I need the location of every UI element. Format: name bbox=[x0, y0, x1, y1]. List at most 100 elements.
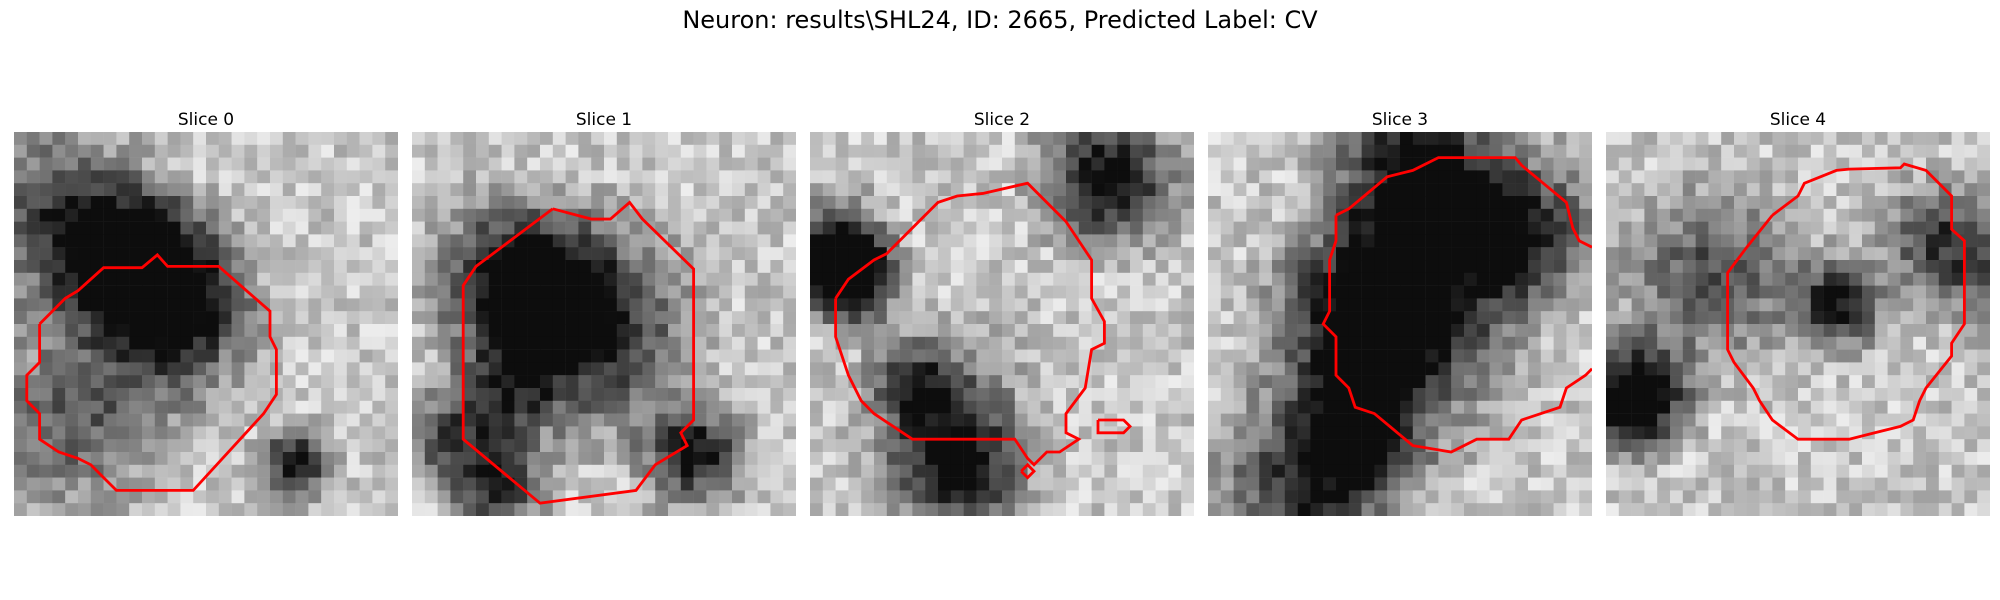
image-pixel bbox=[822, 196, 836, 210]
image-pixel bbox=[719, 490, 733, 504]
image-pixel bbox=[1566, 464, 1580, 478]
image-pixel bbox=[629, 349, 643, 363]
image-pixel bbox=[488, 272, 502, 286]
image-pixel bbox=[52, 132, 66, 146]
image-pixel bbox=[1528, 490, 1542, 504]
image-pixel bbox=[1951, 144, 1965, 158]
image-pixel bbox=[424, 247, 438, 261]
image-pixel bbox=[103, 221, 117, 235]
image-pixel bbox=[1606, 452, 1620, 466]
image-pixel bbox=[1746, 144, 1760, 158]
image-pixel bbox=[1464, 490, 1478, 504]
image-pixel bbox=[1734, 452, 1748, 466]
image-pixel bbox=[1708, 285, 1722, 299]
image-pixel bbox=[282, 311, 296, 325]
image-pixel bbox=[668, 272, 682, 286]
image-pixel bbox=[1618, 132, 1632, 146]
image-pixel bbox=[1168, 503, 1182, 516]
image-pixel bbox=[218, 490, 232, 504]
image-pixel bbox=[540, 349, 554, 363]
image-pixel bbox=[1900, 311, 1914, 325]
image-pixel bbox=[1708, 183, 1722, 197]
image-pixel bbox=[1091, 285, 1105, 299]
image-pixel bbox=[565, 388, 579, 402]
image-pixel bbox=[193, 247, 207, 261]
image-pixel bbox=[385, 503, 398, 516]
image-pixel bbox=[604, 132, 618, 146]
image-pixel bbox=[1078, 196, 1092, 210]
image-pixel bbox=[116, 336, 130, 350]
image-pixel bbox=[488, 183, 502, 197]
image-pixel bbox=[1887, 413, 1901, 427]
image-pixel bbox=[706, 221, 720, 235]
image-pixel bbox=[1759, 221, 1773, 235]
image-pixel bbox=[206, 413, 220, 427]
image-pixel bbox=[78, 388, 92, 402]
image-pixel bbox=[874, 260, 888, 274]
image-pixel bbox=[167, 464, 181, 478]
image-pixel bbox=[450, 452, 464, 466]
image-pixel bbox=[1387, 362, 1401, 376]
image-pixel bbox=[886, 260, 900, 274]
image-pixel bbox=[1142, 247, 1156, 261]
image-pixel bbox=[1284, 144, 1298, 158]
image-pixel bbox=[1528, 247, 1542, 261]
image-pixel bbox=[244, 439, 258, 453]
slice-image-0 bbox=[14, 132, 398, 516]
image-pixel bbox=[514, 298, 528, 312]
image-pixel bbox=[770, 247, 784, 261]
image-pixel bbox=[1670, 503, 1684, 516]
image-pixel bbox=[629, 439, 643, 453]
image-pixel bbox=[1400, 349, 1414, 363]
image-pixel bbox=[1951, 272, 1965, 286]
image-pixel bbox=[437, 324, 451, 338]
image-pixel bbox=[757, 272, 771, 286]
image-pixel bbox=[1181, 490, 1194, 504]
image-pixel bbox=[1540, 272, 1554, 286]
image-pixel bbox=[1297, 464, 1311, 478]
image-pixel bbox=[604, 298, 618, 312]
image-pixel bbox=[412, 439, 426, 453]
image-pixel bbox=[26, 477, 40, 491]
image-pixel bbox=[1977, 490, 1990, 504]
image-pixel bbox=[501, 170, 515, 184]
image-pixel bbox=[1644, 503, 1658, 516]
image-pixel bbox=[180, 349, 194, 363]
image-pixel bbox=[1515, 170, 1529, 184]
image-pixel bbox=[39, 144, 53, 158]
image-pixel bbox=[1540, 324, 1554, 338]
image-pixel bbox=[1746, 157, 1760, 171]
image-pixel bbox=[1181, 221, 1194, 235]
image-pixel bbox=[129, 375, 143, 389]
image-pixel bbox=[1862, 362, 1876, 376]
image-pixel bbox=[424, 260, 438, 274]
image-pixel bbox=[1208, 157, 1222, 171]
image-pixel bbox=[1631, 503, 1645, 516]
image-pixel bbox=[1913, 208, 1927, 222]
image-pixel bbox=[783, 157, 796, 171]
image-pixel bbox=[282, 426, 296, 440]
image-pixel bbox=[167, 311, 181, 325]
image-pixel bbox=[1374, 298, 1388, 312]
image-pixel bbox=[527, 157, 541, 171]
image-pixel bbox=[1618, 413, 1632, 427]
image-pixel bbox=[655, 362, 669, 376]
image-pixel bbox=[154, 413, 168, 427]
image-pixel bbox=[1785, 464, 1799, 478]
image-pixel bbox=[1040, 503, 1054, 516]
image-pixel bbox=[1849, 477, 1863, 491]
image-pixel bbox=[1528, 183, 1542, 197]
image-pixel bbox=[1066, 349, 1080, 363]
image-pixel bbox=[1964, 490, 1978, 504]
image-pixel bbox=[1618, 247, 1632, 261]
image-pixel bbox=[488, 144, 502, 158]
image-pixel bbox=[359, 362, 373, 376]
image-pixel bbox=[1323, 413, 1337, 427]
image-pixel bbox=[334, 221, 348, 235]
image-pixel bbox=[1272, 144, 1286, 158]
image-pixel bbox=[1168, 157, 1182, 171]
image-pixel bbox=[129, 336, 143, 350]
image-pixel bbox=[270, 183, 284, 197]
image-pixel bbox=[39, 477, 53, 491]
image-pixel bbox=[78, 260, 92, 274]
